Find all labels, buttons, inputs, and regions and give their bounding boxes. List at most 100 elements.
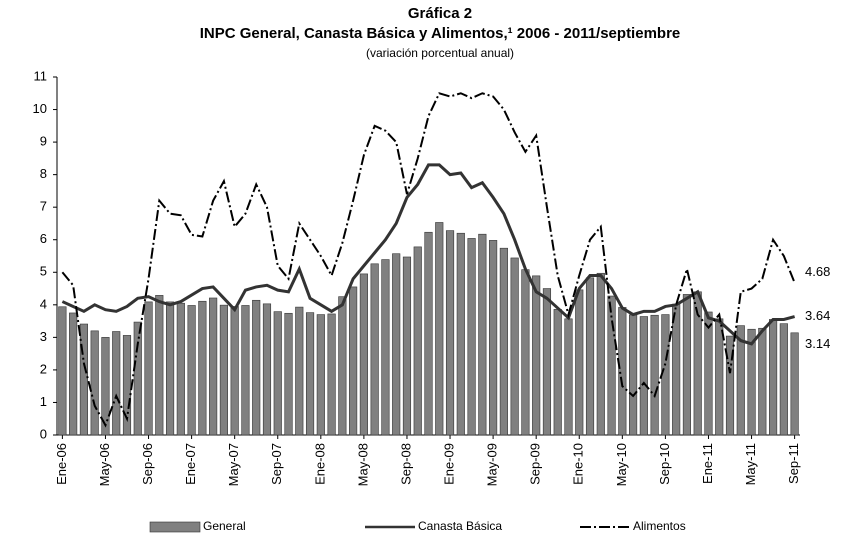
y-tick-label: 8 xyxy=(40,166,47,181)
bar xyxy=(564,318,573,436)
bar xyxy=(305,312,315,436)
bar xyxy=(209,297,218,436)
bar xyxy=(316,314,325,436)
chart-title: Gráfica 2 xyxy=(408,5,472,22)
bar xyxy=(435,222,444,436)
bar xyxy=(596,272,605,436)
bar xyxy=(618,307,627,436)
bar xyxy=(90,330,99,436)
x-tick-label: Sep-09 xyxy=(528,443,543,485)
bar xyxy=(349,286,358,436)
y-tick-label: 5 xyxy=(40,264,47,279)
bar xyxy=(715,318,724,436)
bar xyxy=(553,309,562,436)
bar xyxy=(122,335,132,436)
bar xyxy=(187,305,196,436)
x-tick-label: May-11 xyxy=(743,443,758,485)
bar xyxy=(779,323,788,436)
x-tick-label: Ene-06 xyxy=(54,443,69,485)
bar xyxy=(747,328,756,436)
bar xyxy=(144,301,153,436)
y-tick-label: 2 xyxy=(40,361,47,376)
y-tick-label: 3 xyxy=(40,329,47,344)
bar xyxy=(359,273,368,436)
bar xyxy=(758,327,767,436)
x-tick-label: Ene-07 xyxy=(183,443,198,485)
bar xyxy=(650,314,659,436)
bar xyxy=(499,247,508,436)
bar xyxy=(338,296,347,436)
bar xyxy=(327,313,336,436)
x-tick-label: Ene-08 xyxy=(312,443,327,485)
bar xyxy=(607,295,616,436)
bar xyxy=(672,303,681,436)
end-label: 4.68 xyxy=(805,264,830,279)
bar xyxy=(629,314,638,436)
y-tick-label: 9 xyxy=(40,134,47,149)
x-tick-label: Sep-06 xyxy=(140,443,155,485)
bar xyxy=(101,337,110,436)
y-tick-label: 1 xyxy=(40,394,47,409)
bar xyxy=(704,311,713,436)
end-label: 3.64 xyxy=(805,308,830,323)
x-tick-label: May-08 xyxy=(355,443,370,486)
bar xyxy=(381,259,390,436)
bar xyxy=(510,257,519,436)
bar xyxy=(262,303,272,436)
bar xyxy=(521,269,530,436)
bar xyxy=(392,253,401,436)
bar xyxy=(585,277,595,436)
bar xyxy=(230,306,239,436)
bar xyxy=(489,240,498,436)
bar xyxy=(69,312,78,436)
bar xyxy=(424,231,433,436)
bar xyxy=(370,263,379,436)
bar xyxy=(542,288,552,436)
bar xyxy=(295,306,304,436)
y-tick-label: 6 xyxy=(40,231,47,246)
bar xyxy=(769,319,778,436)
x-tick-label: May-06 xyxy=(97,443,112,486)
bar xyxy=(112,331,121,436)
bar xyxy=(284,312,293,436)
bar xyxy=(575,289,584,436)
bar xyxy=(661,314,670,436)
bar xyxy=(725,335,735,436)
bar xyxy=(456,232,465,436)
bar xyxy=(79,323,88,436)
bar xyxy=(165,301,175,436)
bar xyxy=(241,305,250,436)
x-tick-label: Ene-09 xyxy=(441,443,456,485)
bar xyxy=(252,299,261,436)
end-label: 3.14 xyxy=(805,336,830,351)
x-tick-label: May-09 xyxy=(485,443,500,486)
x-tick-label: May-07 xyxy=(226,443,241,486)
legend-label: Canasta Básica xyxy=(418,519,502,533)
bar xyxy=(198,300,207,436)
legend-swatch xyxy=(149,521,201,533)
y-tick-label: 10 xyxy=(33,101,47,116)
bar xyxy=(736,325,745,436)
bar xyxy=(219,304,228,436)
bar xyxy=(639,316,648,436)
x-tick-label: Sep-11 xyxy=(786,443,801,484)
y-tick-label: 4 xyxy=(40,296,47,311)
x-tick-label: Sep-08 xyxy=(398,443,413,485)
y-tick-label: 11 xyxy=(34,68,48,83)
bar xyxy=(467,238,476,436)
x-tick-label: Ene-11 xyxy=(700,443,715,484)
bar xyxy=(445,230,455,436)
bar xyxy=(790,332,799,436)
chart-subtitle: INPC General, Canasta Básica y Alimentos… xyxy=(200,25,681,42)
x-tick-label: Sep-07 xyxy=(269,443,284,485)
bar xyxy=(155,295,164,436)
y-tick-label: 0 xyxy=(40,426,47,441)
bar xyxy=(176,302,185,436)
x-tick-label: Ene-10 xyxy=(571,443,586,485)
bar xyxy=(58,306,67,436)
bar xyxy=(478,233,487,436)
bar xyxy=(402,256,412,436)
line xyxy=(61,163,796,346)
bar xyxy=(682,294,692,436)
